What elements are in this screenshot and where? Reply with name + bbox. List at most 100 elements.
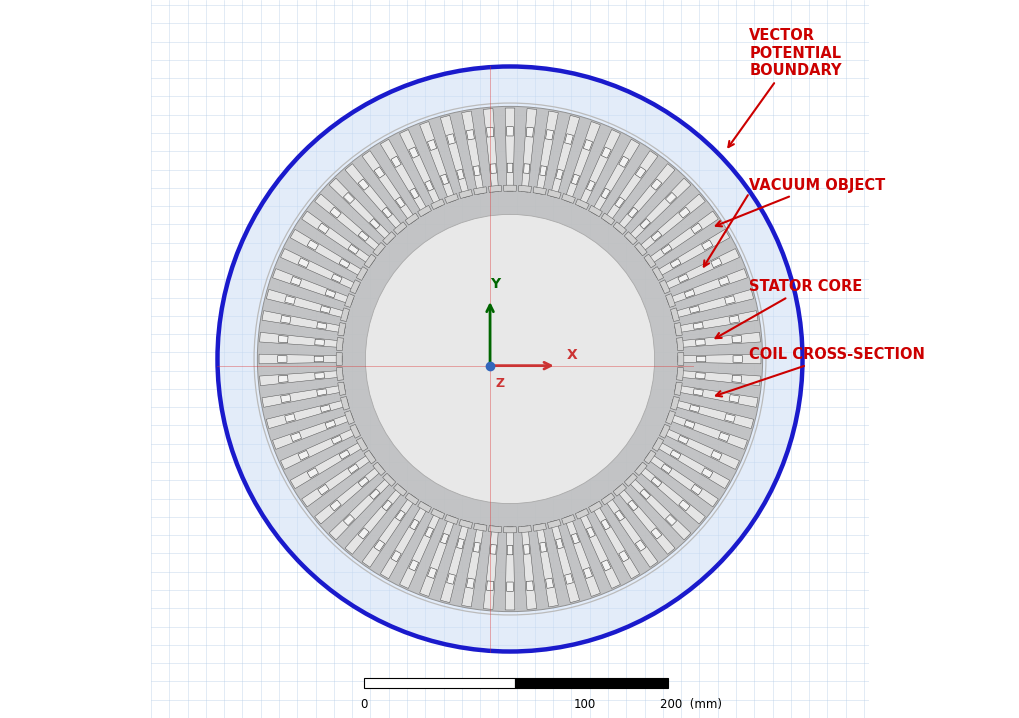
Wedge shape bbox=[466, 578, 474, 588]
Wedge shape bbox=[409, 147, 418, 158]
Wedge shape bbox=[614, 164, 675, 233]
Wedge shape bbox=[362, 151, 416, 223]
Wedge shape bbox=[358, 477, 369, 487]
Wedge shape bbox=[717, 432, 729, 442]
Wedge shape bbox=[660, 427, 739, 470]
Wedge shape bbox=[690, 484, 701, 495]
Wedge shape bbox=[564, 121, 600, 202]
Wedge shape bbox=[717, 276, 729, 286]
Wedge shape bbox=[653, 229, 729, 278]
Wedge shape bbox=[427, 567, 436, 579]
Wedge shape bbox=[362, 495, 416, 567]
Wedge shape bbox=[459, 190, 472, 199]
Wedge shape bbox=[430, 199, 444, 210]
Wedge shape bbox=[336, 353, 342, 365]
Wedge shape bbox=[350, 424, 360, 438]
Wedge shape bbox=[419, 121, 455, 202]
Wedge shape bbox=[315, 465, 383, 524]
Wedge shape bbox=[636, 465, 704, 524]
Wedge shape bbox=[325, 289, 335, 298]
Text: COIL CROSS-SECTION: COIL CROSS-SECTION bbox=[715, 348, 924, 396]
Wedge shape bbox=[659, 280, 669, 294]
Circle shape bbox=[257, 106, 762, 612]
Wedge shape bbox=[373, 243, 385, 256]
Wedge shape bbox=[601, 560, 610, 571]
Circle shape bbox=[365, 215, 654, 503]
Wedge shape bbox=[260, 370, 342, 386]
Wedge shape bbox=[539, 166, 546, 176]
Wedge shape bbox=[664, 514, 676, 526]
Wedge shape bbox=[614, 197, 624, 208]
Wedge shape bbox=[369, 489, 380, 500]
Wedge shape bbox=[521, 526, 536, 610]
Wedge shape bbox=[503, 185, 516, 191]
Wedge shape bbox=[612, 483, 626, 496]
Wedge shape bbox=[260, 332, 342, 348]
Wedge shape bbox=[440, 174, 448, 185]
Wedge shape bbox=[424, 527, 433, 538]
Wedge shape bbox=[298, 258, 309, 268]
Wedge shape bbox=[678, 435, 688, 444]
Text: 100: 100 bbox=[573, 699, 595, 712]
Wedge shape bbox=[317, 388, 326, 396]
Wedge shape bbox=[526, 127, 533, 137]
Wedge shape bbox=[340, 396, 350, 410]
Wedge shape bbox=[578, 129, 620, 208]
Bar bbox=[364, 679, 515, 688]
Wedge shape bbox=[643, 450, 655, 464]
Wedge shape bbox=[488, 526, 501, 533]
Text: 200  (mm): 200 (mm) bbox=[659, 699, 721, 712]
Wedge shape bbox=[626, 475, 690, 540]
Wedge shape bbox=[545, 578, 553, 588]
Wedge shape bbox=[338, 450, 350, 460]
Text: VACUUM OBJECT: VACUUM OBJECT bbox=[715, 178, 884, 226]
Wedge shape bbox=[337, 322, 345, 336]
Wedge shape bbox=[380, 139, 428, 215]
Wedge shape bbox=[614, 485, 675, 554]
Wedge shape bbox=[669, 396, 679, 410]
Wedge shape bbox=[701, 240, 712, 251]
Wedge shape bbox=[619, 551, 629, 562]
Wedge shape bbox=[266, 289, 348, 319]
Wedge shape bbox=[262, 385, 345, 407]
Wedge shape bbox=[336, 368, 343, 381]
Wedge shape bbox=[410, 188, 419, 199]
Wedge shape bbox=[356, 266, 368, 281]
Wedge shape bbox=[659, 424, 669, 438]
Wedge shape bbox=[627, 500, 637, 510]
Text: X: X bbox=[566, 348, 577, 363]
Wedge shape bbox=[650, 179, 661, 190]
Wedge shape bbox=[600, 188, 609, 199]
Wedge shape bbox=[280, 248, 359, 291]
Wedge shape bbox=[473, 523, 486, 531]
Wedge shape bbox=[457, 169, 464, 180]
Wedge shape bbox=[651, 437, 663, 452]
Wedge shape bbox=[325, 420, 335, 429]
Wedge shape bbox=[369, 218, 380, 229]
Wedge shape bbox=[395, 510, 405, 521]
Wedge shape bbox=[603, 495, 657, 567]
Wedge shape bbox=[591, 139, 639, 215]
Wedge shape bbox=[284, 414, 296, 422]
Wedge shape bbox=[350, 280, 360, 294]
Wedge shape bbox=[483, 108, 498, 192]
Wedge shape bbox=[358, 179, 369, 190]
Wedge shape bbox=[650, 528, 661, 539]
Wedge shape bbox=[272, 269, 353, 304]
Text: 0: 0 bbox=[360, 699, 367, 712]
Wedge shape bbox=[290, 229, 366, 278]
Wedge shape bbox=[591, 503, 639, 579]
Wedge shape bbox=[561, 194, 575, 203]
Wedge shape bbox=[666, 414, 747, 449]
Wedge shape bbox=[344, 411, 355, 424]
Wedge shape bbox=[444, 515, 458, 524]
Wedge shape bbox=[405, 213, 419, 225]
Wedge shape bbox=[344, 164, 405, 233]
Wedge shape bbox=[490, 544, 496, 554]
Wedge shape bbox=[588, 205, 602, 217]
Wedge shape bbox=[639, 218, 650, 229]
Wedge shape bbox=[696, 356, 705, 362]
Wedge shape bbox=[417, 205, 431, 217]
Wedge shape bbox=[473, 542, 480, 552]
Wedge shape bbox=[664, 411, 675, 424]
